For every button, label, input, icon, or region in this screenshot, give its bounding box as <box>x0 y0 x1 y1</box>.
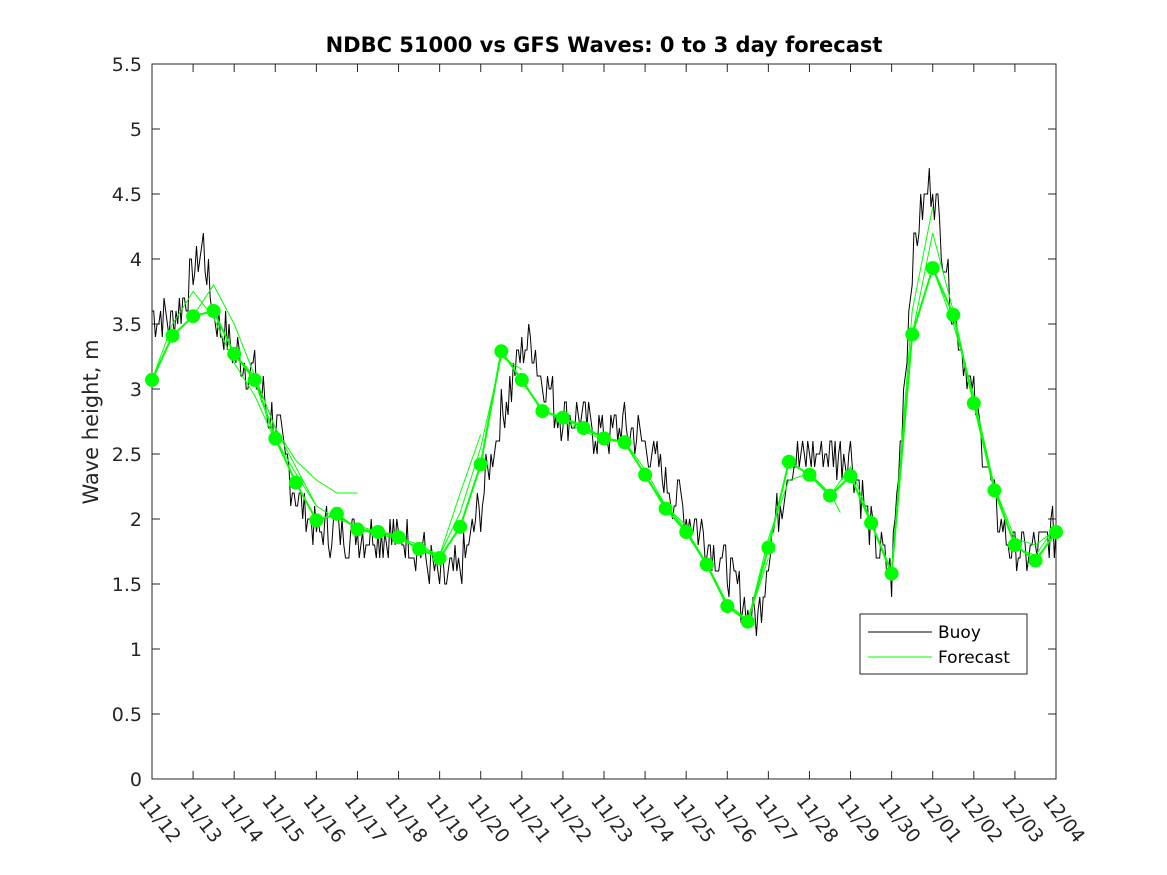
forecast-point <box>555 410 570 425</box>
forecast-point <box>391 530 406 545</box>
forecast-point <box>473 457 488 472</box>
forecast-point <box>617 435 632 450</box>
forecast-point <box>329 506 344 521</box>
forecast-point <box>576 421 591 435</box>
forecast-point <box>453 519 468 534</box>
forecast-point <box>823 488 837 503</box>
forecast-point <box>268 431 283 446</box>
forecast-point <box>679 525 694 539</box>
y-axis-label: Wave height, m <box>79 339 103 504</box>
forecast-point <box>186 309 201 324</box>
y-tick-label: 1.5 <box>112 574 142 596</box>
forecast-point <box>843 469 858 484</box>
forecast-point <box>206 304 221 318</box>
forecast-point <box>802 467 817 482</box>
y-tick-label: 0.5 <box>112 704 142 726</box>
legend-buoy-label: Buoy <box>938 623 981 643</box>
forecast-point <box>699 557 714 572</box>
forecast-point <box>432 551 447 565</box>
forecast-point <box>925 261 940 276</box>
legend-forecast-label: Forecast <box>938 648 1010 668</box>
y-tick-label: 5.5 <box>112 54 142 76</box>
y-axis: 0 0.5 1 1.5 2 2.5 3 3.5 4 4.5 5 5.5 <box>112 54 1056 791</box>
forecast-point <box>247 372 262 387</box>
forecast-point <box>535 404 550 419</box>
y-tick-label: 4.5 <box>112 184 142 206</box>
forecast-point <box>884 566 899 581</box>
forecast-point <box>597 431 611 446</box>
y-tick-label: 3 <box>130 379 142 401</box>
plot-area: 00.511.522.533.544.555.5 11/1211/1311/14… <box>112 54 1089 847</box>
forecast-point <box>1007 538 1022 552</box>
forecast-point <box>514 372 529 387</box>
forecast-point <box>145 372 159 387</box>
y-tick-label: 3.5 <box>112 314 142 336</box>
forecast-point <box>740 614 755 629</box>
forecast-point <box>494 344 509 359</box>
forecast-point <box>905 327 920 342</box>
forecast-point <box>412 541 427 556</box>
y-tick-label: 4 <box>130 249 142 271</box>
legend: Buoy Forecast <box>859 613 1028 675</box>
y-tick-label: 2 <box>130 509 142 531</box>
forecast-point <box>966 396 981 411</box>
legend-box <box>859 613 1028 675</box>
forecast-point <box>946 307 961 322</box>
forecast-point <box>309 513 324 528</box>
forecast-point <box>371 525 385 539</box>
forecast-point <box>1028 553 1043 568</box>
series-layer <box>145 167 1063 637</box>
forecast-point <box>781 454 796 469</box>
forecast-point <box>761 540 776 555</box>
forecast-point <box>987 483 1002 498</box>
forecast-point <box>638 467 653 482</box>
forecast-point <box>165 328 180 343</box>
forecast-point <box>1049 525 1063 539</box>
forecast-point <box>227 346 242 361</box>
y-tick-label: 1 <box>130 639 142 661</box>
y-tick-label: 0 <box>130 769 142 791</box>
forecast-point <box>658 501 673 516</box>
forecast-point <box>864 515 879 530</box>
y-tick-label: 2.5 <box>112 444 142 466</box>
forecast-point <box>350 522 365 537</box>
y-tick-label: 5 <box>130 119 142 141</box>
chart-title: NDBC 51000 vs GFS Waves: 0 to 3 day fore… <box>326 33 883 57</box>
forecast-point <box>720 599 735 614</box>
forecast-point <box>288 475 303 490</box>
